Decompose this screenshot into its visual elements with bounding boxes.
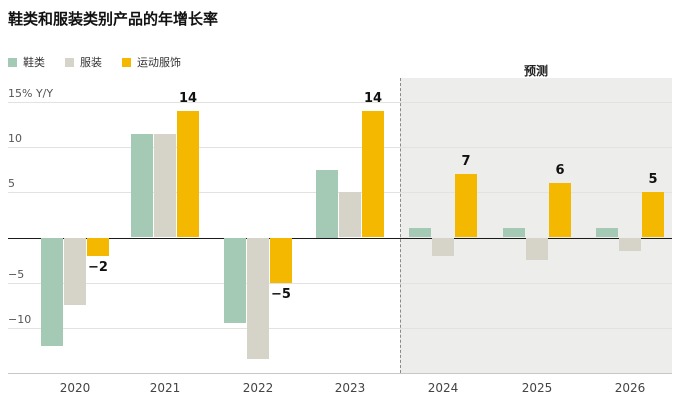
- bar-鞋类-2023: [316, 169, 338, 238]
- legend-swatch-icon: [65, 57, 74, 67]
- bar-value-label-2024: 7: [461, 154, 471, 170]
- x-tick-label-2025: 2025: [521, 381, 553, 395]
- bar-服装-2023: [339, 192, 361, 238]
- bar-运动服饰-2026: [642, 192, 664, 238]
- legend-label: 服装: [80, 56, 102, 69]
- zero-line: [8, 237, 672, 239]
- x-tick-label-2020: 2020: [59, 381, 91, 395]
- x-tick-label-2024: 2024: [427, 381, 459, 395]
- bar-运动服饰-2025: [549, 183, 571, 238]
- bar-服装-2026: [619, 237, 641, 252]
- bar-value-label-2022: −5: [271, 286, 291, 302]
- gridline--5: [8, 282, 672, 284]
- y-tick-label-10: 10: [8, 132, 22, 146]
- x-tick-label-2022: 2022: [242, 381, 274, 395]
- gridline--10: [8, 327, 672, 329]
- bar-运动服饰-2024: [455, 174, 477, 238]
- forecast-divider-line: [400, 78, 401, 373]
- bar-鞋类-2021: [131, 133, 153, 238]
- forecast-label: 预测: [523, 64, 548, 78]
- bar-服装-2025: [526, 237, 548, 261]
- x-tick-label-2023: 2023: [334, 381, 366, 395]
- legend-swatch-icon: [122, 57, 131, 67]
- bar-运动服饰-2023: [362, 111, 384, 238]
- bar-运动服饰-2020: [87, 237, 109, 256]
- gridline-15: [8, 102, 672, 103]
- bar-鞋类-2022: [224, 237, 246, 324]
- x-axis-line: [8, 373, 672, 374]
- bar-运动服饰-2021: [177, 111, 199, 238]
- bar-服装-2021: [154, 133, 176, 238]
- legend-label: 鞋类: [23, 56, 45, 69]
- legend-label: 运动服饰: [137, 56, 181, 69]
- bar-服装-2022: [247, 237, 269, 360]
- y-tick-label-5: 5: [8, 177, 15, 191]
- x-tick-label-2026: 2026: [614, 381, 646, 395]
- forecast-region: [400, 78, 672, 373]
- y-tick-label-15: 15% Y/Y: [8, 87, 54, 100]
- bar-value-label-2020: −2: [88, 259, 108, 275]
- chart-legend: 鞋类 服装 运动服饰: [8, 54, 181, 70]
- legend-item-服装: 服装: [65, 54, 102, 70]
- legend-item-鞋类: 鞋类: [8, 54, 45, 70]
- bar-value-label-2025: 6: [555, 163, 565, 179]
- bar-鞋类-2020: [41, 237, 63, 346]
- bar-运动服饰-2022: [270, 237, 292, 283]
- chart-title: 鞋类和服装类别产品的年增长率: [8, 10, 219, 28]
- y-tick-label--5: −5: [8, 267, 25, 281]
- legend-swatch-icon: [8, 57, 17, 67]
- bar-value-label-2023: 14: [363, 91, 383, 107]
- bar-value-label-2026: 5: [648, 172, 658, 188]
- bar-鞋类-2024: [409, 228, 431, 238]
- y-tick-label--10: −10: [8, 312, 32, 326]
- legend-item-运动服饰: 运动服饰: [122, 54, 181, 70]
- bar-鞋类-2025: [503, 228, 525, 238]
- x-tick-label-2021: 2021: [149, 381, 181, 395]
- bar-服装-2020: [64, 237, 86, 306]
- bar-鞋类-2026: [596, 228, 618, 238]
- gridline-10: [8, 147, 672, 149]
- bar-value-label-2021: 14: [178, 91, 198, 107]
- bar-服装-2024: [432, 237, 454, 256]
